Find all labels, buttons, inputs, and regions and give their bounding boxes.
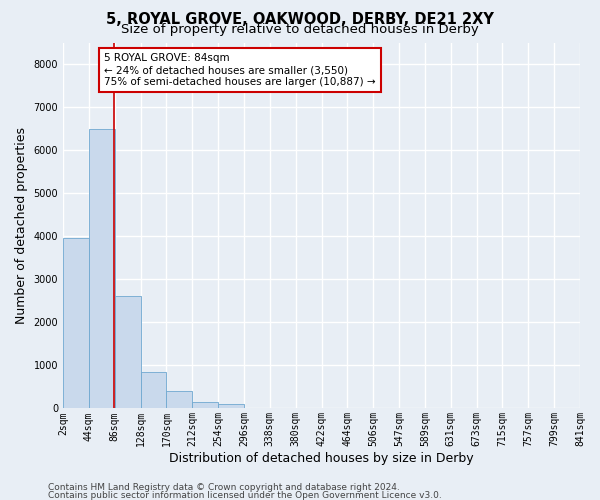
Bar bbox=[166, 391, 192, 408]
Text: Contains HM Land Registry data © Crown copyright and database right 2024.: Contains HM Land Registry data © Crown c… bbox=[48, 484, 400, 492]
Bar bbox=[89, 128, 115, 408]
Y-axis label: Number of detached properties: Number of detached properties bbox=[15, 127, 28, 324]
Bar bbox=[218, 404, 244, 408]
Bar bbox=[140, 372, 166, 408]
Text: 5 ROYAL GROVE: 84sqm
← 24% of detached houses are smaller (3,550)
75% of semi-de: 5 ROYAL GROVE: 84sqm ← 24% of detached h… bbox=[104, 54, 376, 86]
Bar bbox=[63, 238, 89, 408]
Bar bbox=[192, 402, 218, 408]
Text: 5, ROYAL GROVE, OAKWOOD, DERBY, DE21 2XY: 5, ROYAL GROVE, OAKWOOD, DERBY, DE21 2XY bbox=[106, 12, 494, 28]
X-axis label: Distribution of detached houses by size in Derby: Distribution of detached houses by size … bbox=[169, 452, 474, 465]
Text: Size of property relative to detached houses in Derby: Size of property relative to detached ho… bbox=[121, 22, 479, 36]
Bar bbox=[115, 296, 140, 408]
Text: Contains public sector information licensed under the Open Government Licence v3: Contains public sector information licen… bbox=[48, 491, 442, 500]
